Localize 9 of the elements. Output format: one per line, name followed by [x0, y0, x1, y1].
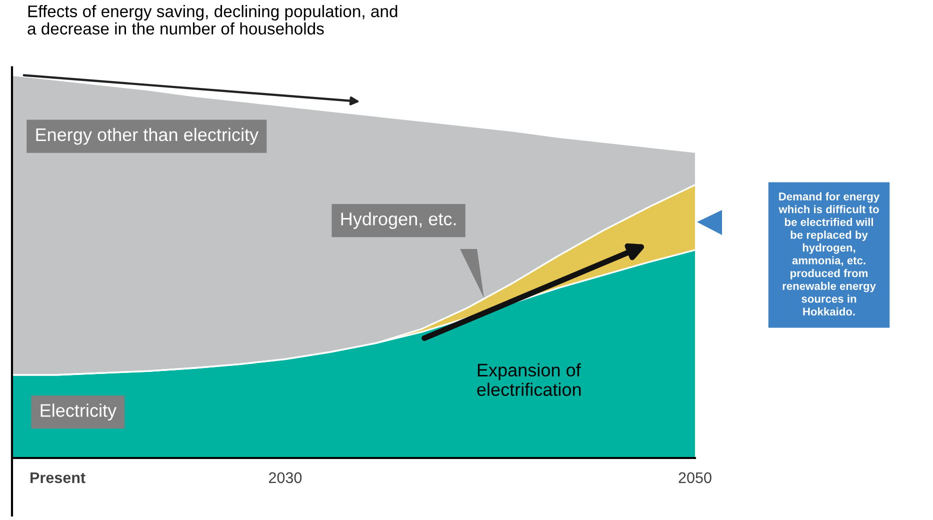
text: Demand for energy which is difficult to be electrified will be replaced by hydrogen, ammonia, etc. produced from renewable energy sources in Hokkaido.	[778, 192, 880, 316]
series-label: Electricity	[40, 404, 117, 420]
chart-title: Effects of energy saving, declining population, and a decrease in the number of households	[28, 5, 398, 35]
text: Hydrogen, etc.	[341, 212, 456, 229]
x-tick-label: Present	[30, 472, 86, 484]
annotation: Expansion of electrification	[477, 363, 581, 396]
x-tick-label: 2050	[678, 472, 712, 484]
x-tick-label: 2030	[268, 472, 302, 484]
series-label: Energy other than electricity	[36, 128, 259, 145]
